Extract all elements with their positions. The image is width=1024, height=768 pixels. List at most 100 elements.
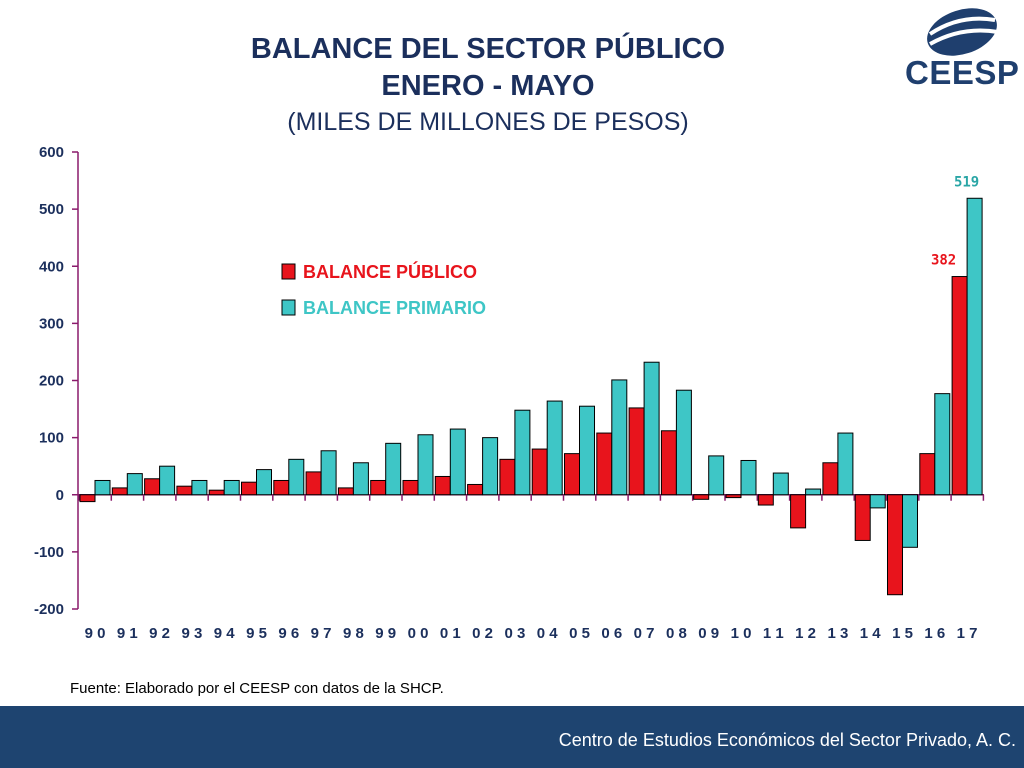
bar-balance-publico-92 bbox=[144, 478, 161, 496]
x-tick-label: 0 0 bbox=[408, 625, 429, 642]
bar-balance-publico-96 bbox=[273, 479, 290, 496]
bar-balance-publico-06 bbox=[596, 432, 613, 496]
bar-balance-publico-10 bbox=[725, 494, 742, 499]
bar-balance-primario-01 bbox=[449, 428, 466, 496]
x-tick-label: 0 4 bbox=[537, 625, 559, 642]
x-tick-label: 9 1 bbox=[117, 625, 138, 642]
logo-text: CEESP bbox=[905, 54, 1020, 91]
bar-balance-publico-90 bbox=[79, 494, 96, 503]
bar-balance-publico-13 bbox=[822, 462, 839, 496]
x-tick-label: 9 3 bbox=[181, 625, 202, 642]
bar-balance-publico-12 bbox=[790, 494, 807, 529]
x-tick-label: 9 6 bbox=[278, 625, 299, 642]
bar-balance-publico-09 bbox=[693, 494, 710, 500]
y-tick-label: 100 bbox=[39, 430, 64, 447]
y-tick-label: 300 bbox=[39, 315, 64, 332]
bar-balance-publico-99 bbox=[370, 479, 387, 496]
bar-balance-primario-09 bbox=[708, 455, 725, 496]
ceesp-globe-icon bbox=[927, 8, 999, 56]
data-label-balance-primario: 519 bbox=[954, 174, 979, 190]
chart-title: BALANCE DEL SECTOR PÚBLICO bbox=[250, 33, 726, 65]
chart-title-period: ENERO - MAYO bbox=[381, 70, 595, 102]
bar-balance-publico-02 bbox=[467, 483, 484, 496]
x-tick-label: 1 0 bbox=[731, 625, 752, 642]
footer-text: Centro de Estudios Económicos del Sector… bbox=[558, 730, 1016, 750]
bar-balance-publico-98 bbox=[337, 487, 354, 496]
y-tick-label: 400 bbox=[39, 258, 64, 275]
bar-balance-publico-94 bbox=[208, 489, 225, 496]
chart-subtitle: (MILES DE MILLONES DE PESOS) bbox=[287, 108, 689, 136]
bar-balance-publico-11 bbox=[757, 494, 774, 506]
x-tick-label: 0 3 bbox=[504, 625, 525, 642]
x-tick-label: 0 2 bbox=[472, 625, 493, 642]
bar-balance-publico-91 bbox=[111, 487, 128, 496]
bar-balance-publico-97 bbox=[305, 471, 322, 496]
legend-swatch bbox=[281, 263, 296, 280]
x-tick-label: 9 0 bbox=[85, 625, 106, 642]
x-tick-label: 0 7 bbox=[634, 625, 655, 642]
bar-balance-primario-90 bbox=[94, 479, 111, 496]
bar-balance-publico-95 bbox=[241, 481, 257, 496]
y-tick-label: 200 bbox=[39, 373, 64, 390]
bar-balance-primario-15 bbox=[902, 494, 918, 548]
x-tick-label: 1 2 bbox=[795, 625, 816, 642]
bar-balance-publico-14 bbox=[854, 494, 871, 541]
x-tick-label: 1 7 bbox=[957, 625, 978, 642]
bar-balance-primario-96 bbox=[288, 458, 305, 496]
bar-balance-primario-93 bbox=[191, 479, 208, 496]
legend-swatch bbox=[281, 299, 296, 316]
bar-balance-primario-91 bbox=[126, 473, 143, 496]
x-tick-label: 0 1 bbox=[440, 625, 461, 642]
footer-bar: Centro de Estudios Económicos del Sector… bbox=[0, 706, 1024, 768]
y-tick-label: 0 bbox=[56, 487, 64, 504]
bar-balance-primario-99 bbox=[385, 442, 402, 496]
bar-balance-primario-13 bbox=[837, 432, 854, 496]
x-tick-label: 1 4 bbox=[860, 625, 882, 642]
bar-balance-primario-04 bbox=[546, 400, 563, 496]
bar-balance-publico-15 bbox=[887, 494, 903, 596]
x-tick-label: 1 1 bbox=[763, 625, 784, 642]
x-tick-label: 0 8 bbox=[666, 625, 687, 642]
x-tick-label: 1 3 bbox=[827, 625, 848, 642]
bar-balance-primario-12 bbox=[805, 488, 822, 496]
x-tick-label: 9 7 bbox=[311, 625, 332, 642]
bar-balance-primario-08 bbox=[675, 389, 692, 496]
x-tick-label: 0 6 bbox=[601, 625, 622, 642]
x-tick-label: 1 5 bbox=[892, 625, 913, 642]
bar-balance-primario-03 bbox=[514, 409, 531, 496]
y-tick-label: -200 bbox=[34, 601, 64, 618]
legend-label: BALANCE PRIMARIO bbox=[303, 298, 486, 318]
y-tick-label: -100 bbox=[34, 544, 64, 561]
bar-balance-publico-03 bbox=[499, 458, 516, 496]
bar-balance-primario-14 bbox=[869, 494, 886, 509]
bar-balance-primario-06 bbox=[611, 379, 628, 496]
bar-balance-publico-05 bbox=[564, 453, 580, 496]
bar-balance-publico-01 bbox=[434, 475, 451, 496]
bar-balance-publico-16 bbox=[919, 453, 936, 496]
bar-balance-publico-04 bbox=[531, 448, 548, 496]
bar-balance-primario-92 bbox=[159, 465, 176, 496]
x-tick-label: 0 9 bbox=[698, 625, 719, 642]
bar-balance-primario-95 bbox=[256, 469, 272, 496]
legend-label: BALANCE PÚBLICO bbox=[303, 261, 477, 282]
bar-balance-primario-98 bbox=[352, 462, 369, 496]
bar-balance-primario-17 bbox=[966, 197, 983, 496]
bar-balance-publico-07 bbox=[628, 407, 645, 496]
bar-balance-primario-05 bbox=[579, 405, 595, 496]
chart-legend: BALANCE PÚBLICO BALANCE PRIMARIO bbox=[281, 261, 486, 318]
bar-balance-primario-94 bbox=[223, 479, 240, 496]
bar-balance-primario-97 bbox=[320, 450, 337, 496]
bar-balance-primario-02 bbox=[482, 437, 499, 496]
x-tick-label: 9 5 bbox=[246, 625, 267, 642]
bar-balance-publico-17 bbox=[951, 276, 968, 496]
bar-balance-primario-10 bbox=[740, 459, 757, 496]
bar-balance-publico-00 bbox=[402, 479, 419, 496]
x-tick-label: 9 4 bbox=[214, 625, 236, 642]
y-tick-label: 500 bbox=[39, 201, 64, 218]
bar-balance-primario-00 bbox=[417, 434, 434, 496]
bar-chart: 600 500 400 300 200 100 0 -100 -200 9 0 9 1 9 2 9 3… bbox=[34, 144, 985, 642]
y-tick-label: 600 bbox=[39, 144, 64, 161]
bar-balance-publico-08 bbox=[660, 430, 677, 496]
x-tick-label: 0 5 bbox=[569, 625, 590, 642]
x-tick-label: 9 9 bbox=[375, 625, 396, 642]
